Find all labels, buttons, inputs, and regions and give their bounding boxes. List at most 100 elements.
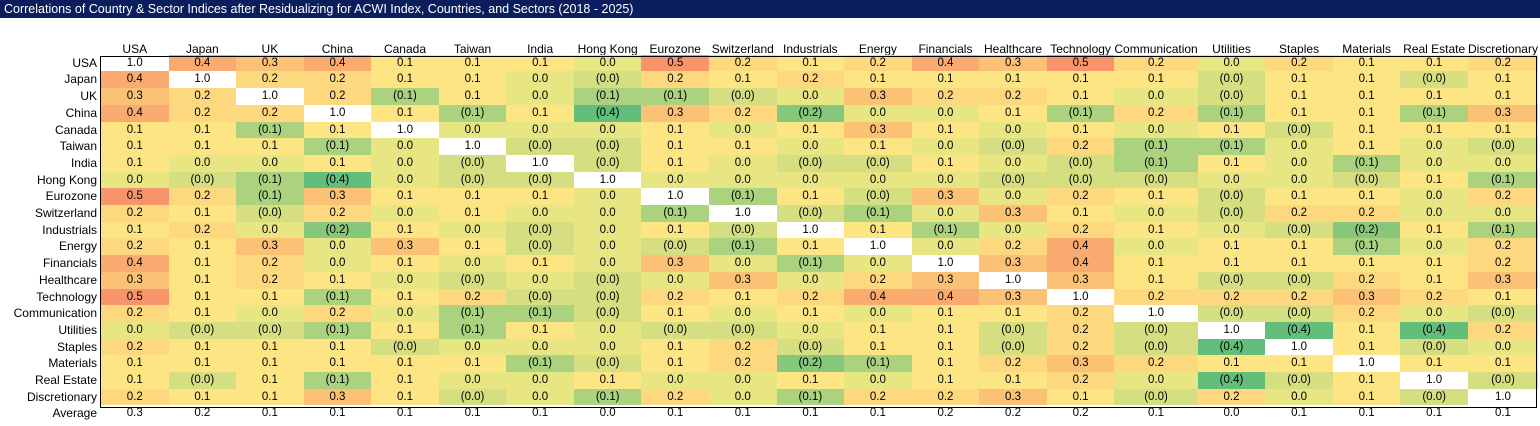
matrix-cell[interactable]: 1.0 (506, 154, 574, 172)
matrix-cell[interactable]: 0.0 (1265, 138, 1333, 155)
matrix-cell[interactable]: 0.0 (1265, 154, 1333, 172)
matrix-cell[interactable]: 0.1 (438, 205, 507, 222)
matrix-cell[interactable]: 0.1 (1046, 71, 1115, 89)
matrix-cell[interactable]: 0.2 (1467, 321, 1538, 339)
matrix-cell[interactable]: 0.0 (911, 238, 980, 256)
matrix-cell[interactable]: 0.1 (1332, 372, 1401, 389)
matrix-cell[interactable]: (0.1) (1197, 138, 1266, 155)
matrix-cell[interactable]: 0.0 (641, 271, 710, 289)
matrix-cell[interactable]: (0.0) (709, 88, 777, 105)
matrix-cell[interactable]: 0.2 (1046, 321, 1115, 339)
matrix-cell[interactable]: 0.1 (168, 121, 237, 139)
matrix-cell[interactable]: (0.4) (573, 104, 642, 122)
matrix-cell[interactable]: 0.1 (776, 54, 845, 72)
matrix-cell[interactable]: 0.0 (1400, 205, 1468, 222)
matrix-cell[interactable]: 0.0 (776, 321, 845, 339)
matrix-cell[interactable]: 0.1 (438, 355, 507, 373)
matrix-cell[interactable]: 0.1 (236, 138, 304, 155)
matrix-cell[interactable]: 0.1 (236, 388, 304, 406)
matrix-cell[interactable]: 0.0 (371, 271, 439, 289)
matrix-cell[interactable]: 0.1 (371, 54, 439, 72)
matrix-cell[interactable]: 0.2 (1467, 255, 1538, 272)
matrix-cell[interactable]: 1.0 (1400, 372, 1468, 389)
matrix-cell[interactable]: 0.3 (101, 88, 169, 105)
matrix-cell[interactable]: 0.0 (911, 138, 980, 155)
matrix-cell[interactable]: 0.4 (168, 54, 237, 72)
matrix-cell[interactable]: 0.2 (303, 205, 372, 222)
matrix-cell[interactable]: 0.0 (101, 321, 169, 339)
matrix-cell[interactable]: 0.1 (371, 71, 439, 89)
matrix-cell[interactable]: 0.2 (1114, 355, 1198, 373)
column-header[interactable]: Discretionary (1467, 42, 1538, 56)
matrix-cell[interactable]: (0.0) (438, 154, 507, 172)
matrix-cell[interactable]: 0.2 (979, 238, 1047, 256)
matrix-cell[interactable]: 0.0 (506, 121, 574, 139)
matrix-cell[interactable]: 0.1 (1114, 221, 1198, 239)
matrix-cell[interactable]: (0.1) (506, 355, 574, 373)
matrix-cell[interactable]: 0.1 (506, 54, 574, 72)
matrix-cell[interactable]: 1.0 (303, 104, 372, 122)
matrix-cell[interactable]: 0.2 (1467, 188, 1538, 206)
matrix-cell[interactable]: 0.1 (1046, 121, 1115, 139)
matrix-cell[interactable]: 0.1 (168, 305, 237, 322)
matrix-cell[interactable]: 0.2 (776, 288, 845, 306)
matrix-cell[interactable]: 0.0 (1467, 205, 1538, 222)
matrix-cell[interactable]: 0.0 (1467, 154, 1538, 172)
matrix-cell[interactable]: 0.1 (911, 321, 980, 339)
matrix-cell[interactable]: 0.1 (776, 188, 845, 206)
row-label[interactable]: Switzerland (34, 206, 97, 221)
matrix-cell[interactable]: 0.0 (101, 171, 169, 189)
matrix-cell[interactable]: 0.2 (438, 288, 507, 306)
matrix-cell[interactable]: (0.0) (979, 171, 1047, 189)
matrix-cell[interactable]: 1.0 (979, 271, 1047, 289)
matrix-cell[interactable]: 0.1 (1046, 88, 1115, 105)
matrix-cell[interactable]: (0.4) (1197, 372, 1266, 389)
matrix-cell[interactable]: 0.1 (844, 338, 912, 356)
matrix-cell[interactable]: 0.1 (776, 305, 845, 322)
matrix-cell[interactable]: 0.2 (1046, 188, 1115, 206)
matrix-cell[interactable]: 0.3 (844, 121, 912, 139)
matrix-cell[interactable]: (0.0) (1046, 171, 1115, 189)
matrix-cell[interactable]: 0.1 (979, 305, 1047, 322)
matrix-cell[interactable]: (0.0) (573, 271, 642, 289)
matrix-cell[interactable]: 0.0 (1400, 305, 1468, 322)
matrix-cell[interactable]: 0.3 (979, 54, 1047, 72)
matrix-cell[interactable]: 0.1 (168, 255, 237, 272)
matrix-cell[interactable]: 0.0 (236, 154, 304, 172)
matrix-cell[interactable]: 0.2 (1046, 305, 1115, 322)
matrix-cell[interactable]: 0.3 (303, 188, 372, 206)
matrix-cell[interactable]: 0.0 (1114, 238, 1198, 256)
matrix-cell[interactable]: 0.0 (573, 255, 642, 272)
matrix-cell[interactable]: 0.0 (506, 271, 574, 289)
matrix-cell[interactable]: (0.0) (573, 71, 642, 89)
matrix-cell[interactable]: 0.1 (303, 121, 372, 139)
matrix-cell[interactable]: 0.1 (709, 288, 777, 306)
matrix-cell[interactable]: 0.0 (1265, 171, 1333, 189)
matrix-cell[interactable]: (0.0) (1114, 388, 1198, 406)
matrix-cell[interactable]: (0.1) (303, 372, 372, 389)
matrix-cell[interactable]: (0.1) (776, 255, 845, 272)
column-header[interactable]: Utilities (1212, 42, 1251, 56)
matrix-cell[interactable]: 0.1 (371, 372, 439, 389)
matrix-cell[interactable]: 0.1 (1467, 121, 1538, 139)
matrix-cell[interactable]: (0.0) (168, 171, 237, 189)
matrix-cell[interactable]: 0.2 (101, 305, 169, 322)
matrix-cell[interactable]: 0.0 (979, 121, 1047, 139)
matrix-cell[interactable]: 1.0 (371, 121, 439, 139)
matrix-cell[interactable]: 0.1 (168, 338, 237, 356)
matrix-cell[interactable]: 0.2 (101, 238, 169, 256)
matrix-cell[interactable]: 0.3 (979, 388, 1047, 406)
matrix-cell[interactable]: 0.0 (979, 221, 1047, 239)
matrix-cell[interactable]: 0.1 (911, 154, 980, 172)
matrix-cell[interactable]: 1.0 (1332, 355, 1401, 373)
matrix-cell[interactable]: 0.1 (641, 121, 710, 139)
matrix-cell[interactable]: 0.1 (236, 372, 304, 389)
matrix-cell[interactable]: 0.1 (101, 121, 169, 139)
matrix-cell[interactable]: 0.0 (776, 171, 845, 189)
matrix-cell[interactable]: 0.3 (641, 104, 710, 122)
matrix-cell[interactable]: 0.1 (101, 221, 169, 239)
matrix-cell[interactable]: 0.2 (1332, 205, 1401, 222)
matrix-cell[interactable]: 0.0 (709, 255, 777, 272)
matrix-cell[interactable]: 0.1 (303, 154, 372, 172)
matrix-cell[interactable]: (0.1) (709, 238, 777, 256)
